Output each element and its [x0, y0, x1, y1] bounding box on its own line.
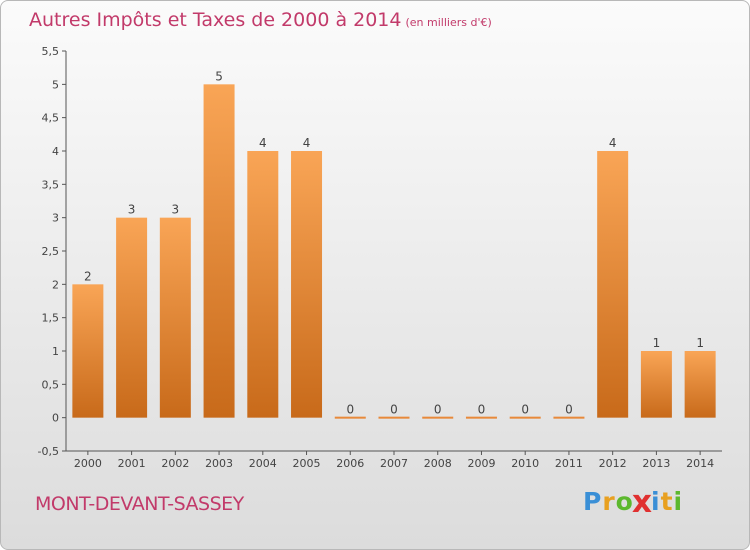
data-label: 2 — [84, 269, 92, 283]
bar — [422, 416, 454, 419]
logo-letter: t — [660, 487, 674, 516]
y-tick-label: 0 — [52, 412, 59, 425]
data-label: 4 — [303, 136, 311, 150]
x-tick-label: 2003 — [205, 457, 233, 470]
x-tick-label: 2002 — [161, 457, 189, 470]
bar — [509, 416, 541, 419]
bar — [597, 151, 629, 418]
x-tick-label: 2012 — [599, 457, 627, 470]
y-tick-label: -0,5 — [38, 445, 59, 458]
bars: 2 3 3 5 4 4 0 0 0 0 0 0 4 1 1 — [72, 69, 716, 419]
x-tick-label: 2011 — [555, 457, 583, 470]
x-tick-label: 2010 — [511, 457, 539, 470]
data-label: 0 — [434, 403, 442, 417]
logo-letter: P — [583, 487, 603, 516]
logo-letter: r — [602, 487, 616, 516]
data-label: 5 — [215, 69, 223, 83]
y-tick-label: 2,5 — [42, 245, 60, 258]
bar — [640, 351, 672, 418]
bar — [378, 416, 410, 419]
bar — [247, 151, 279, 418]
bar — [72, 284, 104, 418]
data-label: 4 — [259, 136, 267, 150]
x-tick-label: 2008 — [424, 457, 452, 470]
data-label: 0 — [478, 403, 486, 417]
bar — [203, 84, 235, 418]
x-tick-label: 2005 — [293, 457, 321, 470]
bar — [159, 217, 191, 418]
x-tick-label: 2001 — [118, 457, 146, 470]
logo-letter: x — [631, 483, 654, 520]
bar — [465, 416, 497, 419]
y-tick-label: 4,5 — [42, 112, 60, 125]
data-label: 1 — [653, 336, 661, 350]
x-tick-label: 2013 — [642, 457, 670, 470]
bar — [291, 151, 323, 418]
data-label: 3 — [172, 203, 180, 217]
x-tick-label: 2000 — [74, 457, 102, 470]
bar — [553, 416, 585, 419]
data-label: 0 — [390, 403, 398, 417]
data-label: 4 — [609, 136, 617, 150]
logo-letter: o — [615, 487, 634, 516]
y-axis: -0,5 0 0,5 1 1,5 2 2,5 3 3,5 4 4,5 5 5,5 — [38, 45, 67, 458]
x-axis: 2000 2001 2002 2003 2004 2005 2006 2007 2008 2009… — [66, 450, 722, 470]
bar — [334, 416, 366, 419]
bar — [684, 351, 716, 418]
logo-letter: i — [673, 487, 684, 516]
data-label: 0 — [565, 403, 573, 417]
y-tick-label: 5,5 — [42, 45, 60, 58]
y-tick-label: 3 — [52, 212, 59, 225]
y-tick-label: 1,5 — [42, 312, 60, 325]
chart-title: Autres Impôts et Taxes de 2000 à 2014 (en… — [29, 9, 492, 31]
x-tick-label: 2007 — [380, 457, 408, 470]
y-tick-label: 4 — [52, 145, 59, 158]
x-tick-label: 2004 — [249, 457, 277, 470]
y-tick-label: 0,5 — [42, 378, 60, 391]
bar — [116, 217, 148, 418]
x-tick-label: 2006 — [336, 457, 364, 470]
y-tick-label: 2 — [52, 278, 59, 291]
logo-letter: i — [651, 487, 661, 516]
proxiti-logo: Proxiti — [583, 483, 684, 519]
y-tick-label: 1 — [52, 345, 59, 358]
y-tick-label: 5 — [52, 78, 59, 91]
data-label: 0 — [521, 403, 529, 417]
data-label: 3 — [128, 203, 136, 217]
commune-name: MONT-DEVANT-SASSEY — [35, 493, 244, 515]
data-label: 0 — [346, 403, 354, 417]
x-tick-label: 2014 — [686, 457, 714, 470]
y-tick-label: 3,5 — [42, 178, 60, 191]
chart-subtitle: (en milliers d'€) — [405, 16, 492, 29]
x-tick-label: 2009 — [467, 457, 495, 470]
data-label: 1 — [696, 336, 704, 350]
